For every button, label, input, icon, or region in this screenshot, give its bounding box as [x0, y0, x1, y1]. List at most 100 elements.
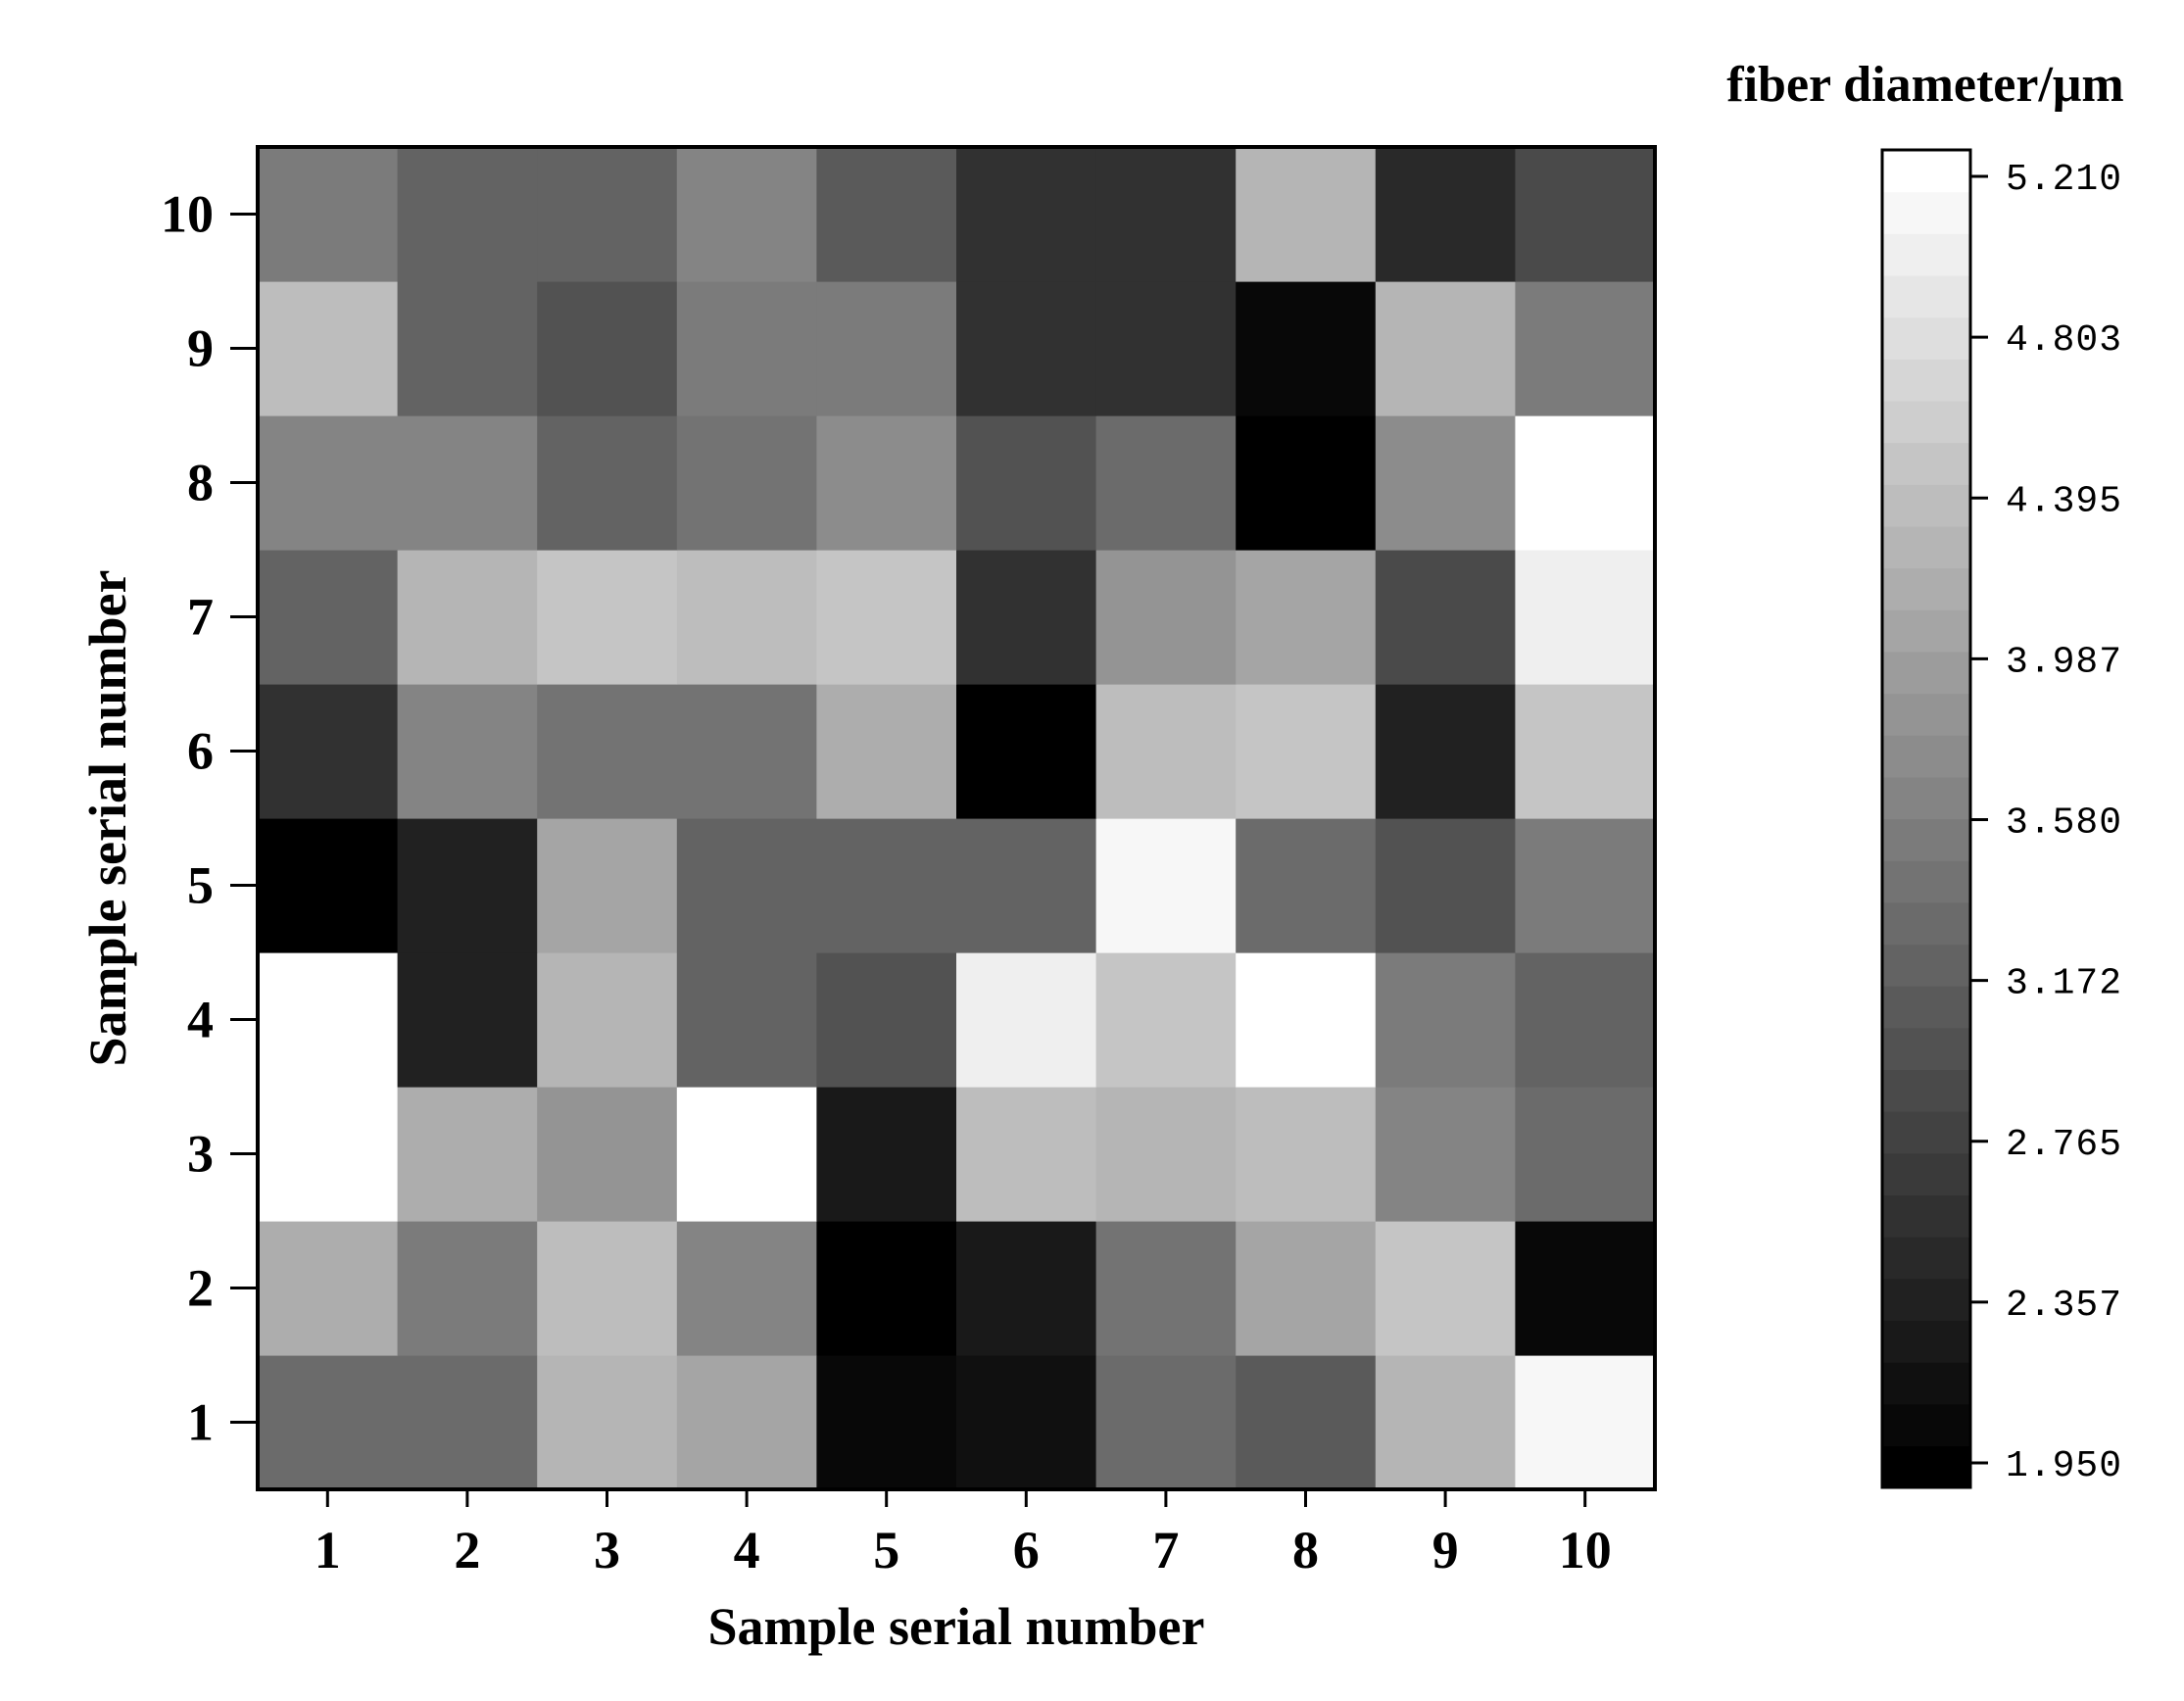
heatmap-cell-x1-y10	[258, 147, 399, 282]
heatmap-cell-x2-y4	[397, 952, 538, 1088]
heatmap-cell-x7-y7	[1095, 550, 1237, 685]
colorbar-band	[1882, 693, 1970, 736]
colorbar-tick-label: 3.172	[2006, 963, 2122, 1005]
heatmap-cell-x8-y8	[1236, 415, 1377, 551]
heatmap-cell-x7-y4	[1095, 952, 1237, 1088]
heatmap-cell-x6-y5	[956, 818, 1097, 953]
heatmap-cell-x6-y8	[956, 415, 1097, 551]
heatmap-cell-x4-y4	[676, 952, 817, 1088]
heatmap-cell-x2-y2	[397, 1221, 538, 1356]
y-tick-label: 2	[187, 1259, 214, 1318]
colorbar-band	[1882, 484, 1970, 527]
colorbar-band	[1882, 274, 1970, 318]
heatmap-cell-x3-y4	[537, 952, 678, 1088]
heatmap-cell-x3-y10	[537, 147, 678, 282]
heatmap-cell-x1-y4	[258, 952, 399, 1088]
heatmap-cell-x1-y2	[258, 1221, 399, 1356]
heatmap-cell-x10-y6	[1515, 684, 1656, 819]
heatmap-cell-x3-y7	[537, 550, 678, 685]
x-tick-label: 8	[1292, 1521, 1319, 1580]
heatmap-cell-x9-y10	[1375, 147, 1516, 282]
colorbar-band	[1882, 1027, 1970, 1071]
heatmap-cell-x7-y3	[1095, 1087, 1237, 1222]
heatmap-cell-x8-y7	[1236, 550, 1377, 685]
colorbar-band	[1882, 651, 1970, 695]
heatmap-cell-x6-y3	[956, 1087, 1097, 1222]
heatmap-cell-x8-y3	[1236, 1087, 1377, 1222]
heatmap-cell-x7-y10	[1095, 147, 1237, 282]
heatmap-cell-x5-y5	[816, 818, 957, 953]
heatmap-cell-x2-y5	[397, 818, 538, 953]
heatmap-cell-x10-y8	[1515, 415, 1656, 551]
colorbar-tick-label: 1.950	[2006, 1445, 2122, 1487]
heatmap-cell-x2-y9	[397, 281, 538, 416]
heatmap-cell-x4-y6	[676, 684, 817, 819]
heatmap-cell-x10-y1	[1515, 1355, 1656, 1490]
heatmap-cell-x10-y3	[1515, 1087, 1656, 1222]
colorbar-band	[1882, 609, 1970, 653]
heatmap-cell-x8-y1	[1236, 1355, 1377, 1490]
heatmap-cell-x7-y8	[1095, 415, 1237, 551]
heatmap-cell-x9-y6	[1375, 684, 1516, 819]
x-tick-label: 6	[1013, 1521, 1040, 1580]
heatmap-cell-x5-y6	[816, 684, 957, 819]
heatmap-cell-x8-y4	[1236, 952, 1377, 1088]
colorbar-band	[1882, 776, 1970, 820]
colorbar-band	[1882, 1278, 1970, 1321]
colorbar-band	[1882, 1152, 1970, 1196]
heatmap-cell-x9-y9	[1375, 281, 1516, 416]
heatmap-cell-x1-y5	[258, 818, 399, 953]
colorbar-band	[1882, 233, 1970, 276]
heatmap-cell-x5-y4	[816, 952, 957, 1088]
heatmap-cell-x8-y10	[1236, 147, 1377, 282]
heatmap-cell-x5-y10	[816, 147, 957, 282]
heatmap-cell-x9-y2	[1375, 1221, 1516, 1356]
colorbar-band	[1882, 860, 1970, 903]
heatmap-cell-x3-y5	[537, 818, 678, 953]
heatmap-cell-x10-y7	[1515, 550, 1656, 685]
colorbar-band	[1882, 442, 1970, 485]
x-tick-label: 3	[594, 1521, 620, 1580]
colorbar-band	[1882, 1237, 1970, 1280]
heatmap-cell-x2-y1	[397, 1355, 538, 1490]
heatmap-cell-x9-y7	[1375, 550, 1516, 685]
heatmap-cell-x1-y6	[258, 684, 399, 819]
colorbar-band	[1882, 901, 1970, 946]
colorbar-band	[1882, 735, 1970, 778]
heatmap-cell-x7-y2	[1095, 1221, 1237, 1356]
heatmap-cell-x4-y7	[676, 550, 817, 685]
heatmap-cell-x3-y3	[537, 1087, 678, 1222]
heatmap-cell-x4-y5	[676, 818, 817, 953]
colorbar-gradient	[1882, 150, 1970, 1488]
heatmap-cell-x3-y2	[537, 1221, 678, 1356]
colorbar-band	[1882, 986, 1970, 1029]
heatmap-cells	[258, 147, 1656, 1490]
heatmap-cell-x10-y4	[1515, 952, 1656, 1088]
heatmap-cell-x4-y1	[676, 1355, 817, 1490]
colorbar-band	[1882, 150, 1970, 193]
heatmap-cell-x2-y8	[397, 415, 538, 551]
plot-frame	[256, 145, 1657, 1491]
x-tick-label: 9	[1432, 1521, 1459, 1580]
heatmap-cell-x1-y7	[258, 550, 399, 685]
heatmap-cell-x10-y10	[1515, 147, 1656, 282]
colorbar-band	[1882, 525, 1970, 569]
y-tick-label: 1	[187, 1393, 214, 1452]
heatmap-cell-x6-y9	[956, 281, 1097, 416]
y-tick-label: 7	[187, 588, 214, 647]
heatmap-cell-x10-y5	[1515, 818, 1656, 953]
heatmap-cell-x2-y10	[397, 147, 538, 282]
heatmap-cell-x8-y5	[1236, 818, 1377, 953]
colorbar-band	[1882, 191, 1970, 234]
y-tick-label: 5	[187, 856, 214, 915]
heatmap-cell-x8-y9	[1236, 281, 1377, 416]
x-tick-label: 10	[1559, 1521, 1612, 1580]
heatmap-cell-x9-y4	[1375, 952, 1516, 1088]
x-tick-label: 1	[315, 1521, 341, 1580]
colorbar-band	[1882, 818, 1970, 861]
colorbar-tick-label: 5.210	[2006, 159, 2122, 201]
heatmap-cell-x5-y2	[816, 1221, 957, 1356]
heatmap-cell-x7-y6	[1095, 684, 1237, 819]
